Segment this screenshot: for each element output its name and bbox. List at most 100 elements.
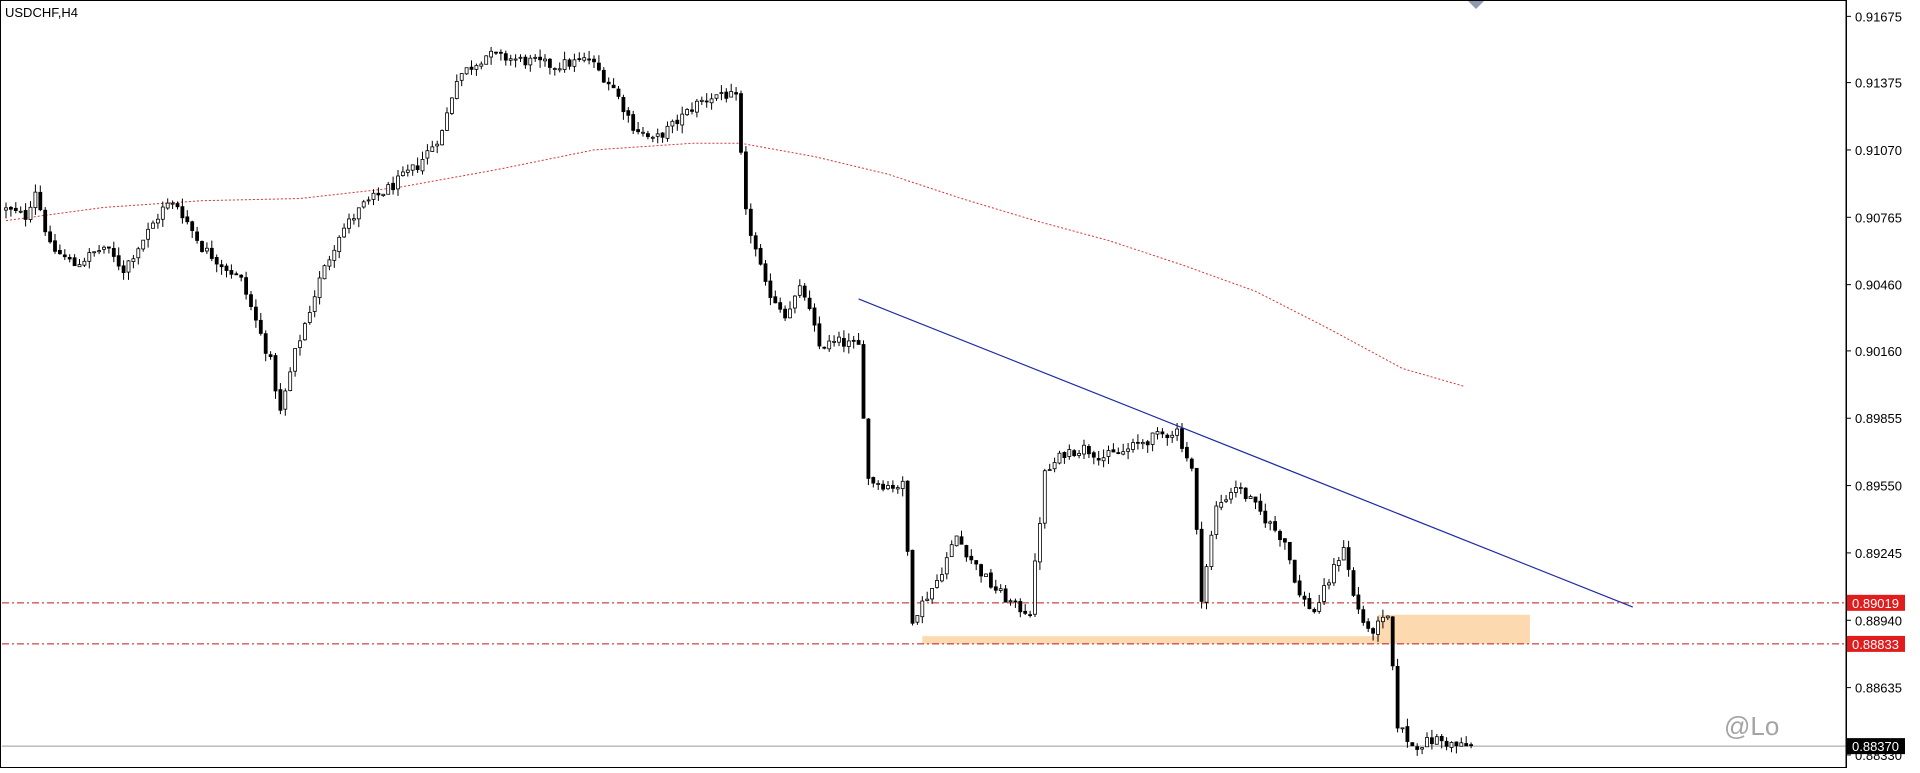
bull-candle: [131, 258, 136, 262]
bear-candle: [724, 91, 729, 99]
bull-candle: [1400, 727, 1405, 730]
bear-candle: [616, 88, 621, 97]
bull-candle: [445, 112, 449, 131]
bear-candle: [219, 264, 224, 268]
y-tick-label: 0.88635: [1855, 681, 1902, 696]
bear-candle: [577, 58, 582, 61]
bear-candle: [1297, 580, 1302, 596]
chart-shift-marker-icon[interactable]: [1468, 1, 1484, 9]
bull-candle: [18, 210, 23, 213]
price-axis[interactable]: 0.91675 0.91375 0.91070 0.90765 0.90460 0.901…: [1846, 9, 1902, 763]
bear-candle: [993, 586, 998, 591]
bear-candle: [278, 389, 283, 411]
bull-candle: [4, 207, 8, 211]
bull-candle: [430, 146, 435, 152]
bear-candle: [209, 247, 214, 259]
bear-candle: [611, 84, 616, 89]
bull-candle: [28, 206, 33, 220]
bull-candle: [1332, 564, 1336, 584]
bear-candle: [23, 210, 28, 220]
bull-candle: [886, 485, 890, 490]
bull-candle: [155, 218, 160, 224]
bear-candle: [1258, 500, 1263, 512]
bear-candle: [597, 62, 601, 71]
bull-candle: [533, 56, 538, 59]
bull-candle: [449, 97, 454, 114]
bear-candle: [224, 265, 229, 271]
bull-candle: [1033, 560, 1037, 615]
bear-candle: [1136, 441, 1140, 444]
bear-candle: [964, 545, 969, 558]
bear-candle: [567, 59, 572, 67]
bear-candle: [856, 340, 861, 345]
bear-candle: [881, 483, 885, 490]
bear-candle: [739, 93, 743, 153]
bull-candle: [342, 227, 347, 238]
bull-candle: [464, 67, 469, 75]
bull-candle: [562, 59, 567, 70]
bear-candle: [606, 81, 611, 85]
bull-candle: [33, 191, 38, 209]
bear-candle: [239, 274, 244, 278]
bear-candle: [415, 165, 420, 171]
bull-candle: [361, 201, 366, 208]
bull-candle: [400, 171, 405, 176]
bear-candle: [1253, 496, 1258, 503]
bear-candle: [253, 306, 258, 321]
y-tick-label: 0.90460: [1855, 278, 1902, 293]
bear-candle: [891, 484, 895, 489]
bear-candle: [1395, 665, 1400, 729]
bear-candle: [979, 564, 983, 577]
bear-candle: [1165, 434, 1170, 439]
bear-candle: [1180, 428, 1184, 449]
bear-candle: [1018, 601, 1023, 613]
bull-candle: [1238, 487, 1243, 489]
bull-candle: [312, 296, 317, 312]
bull-candle: [126, 260, 131, 273]
bull-candle: [900, 480, 905, 489]
bear-candle: [1444, 740, 1449, 747]
bull-candle: [298, 340, 302, 349]
bull-candle: [1131, 442, 1135, 450]
bull-candle: [508, 58, 513, 61]
bull-candle: [332, 249, 337, 261]
bear-candle: [758, 247, 763, 265]
bull-candle: [665, 125, 670, 139]
y-tick-label: 0.89550: [1855, 479, 1902, 494]
bull-candle: [714, 94, 719, 99]
bull-candle: [949, 544, 954, 558]
bear-candle: [1087, 446, 1091, 455]
bull-candle: [459, 73, 464, 81]
bull-candle: [518, 56, 523, 59]
bull-candle: [293, 348, 298, 372]
level-price-label-bg: [1847, 594, 1905, 611]
bull-candle: [680, 113, 685, 126]
bull-candle: [204, 247, 209, 252]
bear-candle: [38, 191, 43, 211]
bear-candle: [1023, 610, 1028, 614]
trendline[interactable]: [858, 298, 1634, 608]
bull-candle: [141, 239, 146, 250]
bull-candle: [381, 193, 386, 196]
bear-candle: [503, 53, 508, 61]
bull-candle: [1322, 585, 1326, 602]
bull-candle: [846, 340, 851, 347]
bull-candle: [97, 250, 101, 253]
bull-candle: [288, 371, 293, 391]
bull-candle: [484, 55, 489, 65]
bull-candle: [1219, 502, 1224, 508]
bear-candle: [1371, 628, 1375, 634]
bull-candle: [998, 588, 1003, 591]
bull-candle: [1038, 523, 1042, 563]
bull-candle: [479, 63, 484, 67]
bull-candle: [1434, 736, 1439, 745]
bear-candle: [1464, 743, 1469, 747]
bear-candle: [1263, 510, 1268, 524]
trendline-layer[interactable]: [858, 298, 1634, 608]
bull-candle: [1042, 470, 1047, 524]
bear-candle: [1430, 737, 1434, 745]
bear-candle: [234, 273, 239, 276]
bear-candle: [1243, 487, 1248, 499]
